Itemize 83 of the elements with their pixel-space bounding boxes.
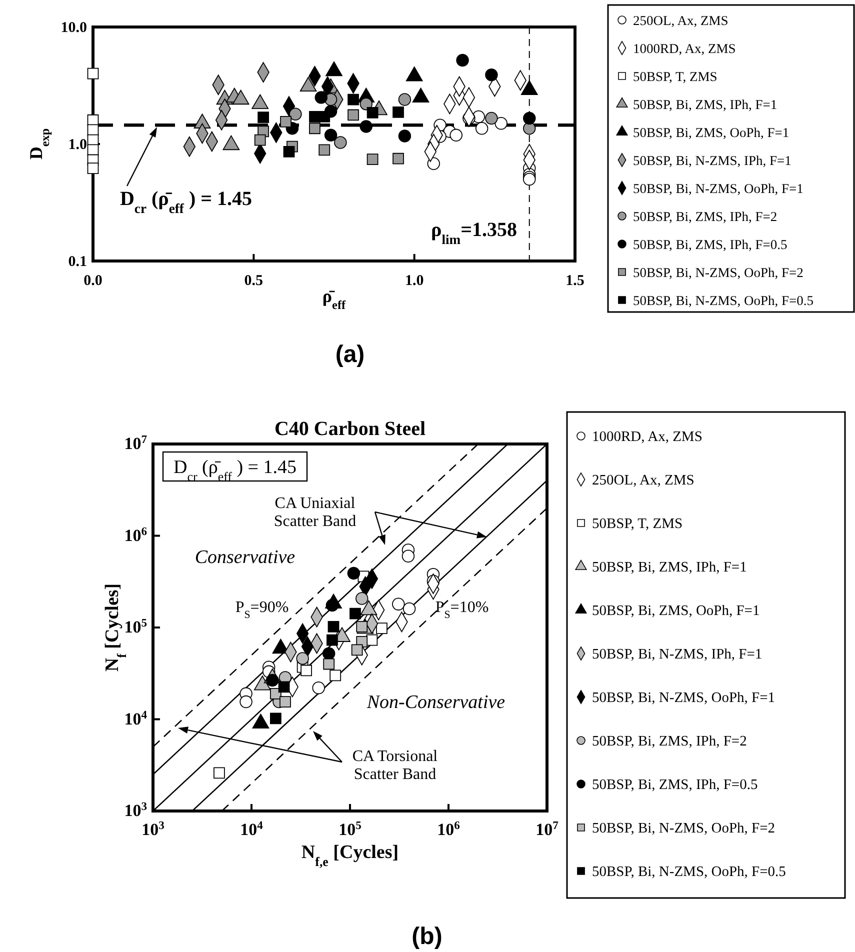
x-tick-label: 0.0 <box>84 273 102 289</box>
annotation: CA Uniaxial Scatter Band <box>274 495 356 530</box>
point <box>392 152 404 164</box>
point <box>456 54 469 67</box>
point <box>360 120 372 133</box>
x-tick-label: 10$^{4}$ <box>240 818 264 839</box>
point <box>258 112 269 124</box>
point <box>398 93 412 106</box>
point <box>475 122 488 135</box>
annotation: D$_{cr}$ (ρ̄$_{eff}$ ) = 1.45 <box>120 188 252 216</box>
point <box>485 112 498 125</box>
point <box>254 134 266 146</box>
point <box>494 117 508 130</box>
y-tick-label: 10$^{3}$ <box>124 800 148 820</box>
legend-label: 50BSP, Bi, ZMS, IPh, F=0.5 <box>592 777 758 793</box>
point <box>392 106 404 118</box>
text: (a) <box>335 341 365 368</box>
y-tick-label: 10$^{6}$ <box>124 524 148 545</box>
x-axis-title: N$_{f,e}$ [Cycles] <box>301 842 399 868</box>
point <box>334 136 347 149</box>
annotation: P$_{S}$=90% <box>235 599 289 621</box>
legend-label: 50BSP, T, ZMS <box>592 516 683 532</box>
point <box>283 146 295 158</box>
legend-label: 50BSP, Bi, ZMS, IPh, F=2 <box>633 209 778 224</box>
x-tick-label: 10$^{6}$ <box>437 818 460 839</box>
legend-label: 50BSP, Bi, N-ZMS, OoPh, F=2 <box>633 265 804 280</box>
legend-label: 50BSP, Bi, ZMS, IPh, F=1 <box>592 560 747 576</box>
y-tick-label: 10$^{7}$ <box>124 432 148 453</box>
point <box>348 109 359 121</box>
point <box>87 144 99 156</box>
ref-line-label: ρ$_{lim}$=1.358 <box>431 219 517 246</box>
legend-label: 50BSP, Bi, N-ZMS, OoPh, F=0.5 <box>633 293 814 308</box>
x-axis-title: ρ̄$_{eff}$ <box>322 286 347 312</box>
annotation: CA Torsional Scatter Band <box>352 748 438 783</box>
y-tick-label: 0.1 <box>68 254 87 270</box>
legend-label: 250OL, Ax, ZMS <box>592 472 694 488</box>
point <box>348 94 359 106</box>
legend-label: 50BSP, T, ZMS <box>633 69 718 84</box>
point <box>314 91 328 104</box>
y-tick-label: 10.0 <box>60 20 87 36</box>
legend-label: 50BSP, Bi, N-ZMS, IPh, F=1 <box>633 153 792 168</box>
legend-label: 50BSP, Bi, ZMS, IPh, F=1 <box>633 97 778 112</box>
x-tick-label: 0.5 <box>244 273 264 289</box>
chart-title: C40 Carbon Steel <box>274 418 426 440</box>
y-tick-label: 1.0 <box>68 137 87 153</box>
text: (b) <box>412 923 442 950</box>
point <box>318 144 330 156</box>
legend-label: 1000RD, Ax, ZMS <box>633 41 736 56</box>
legend-label: 50BSP, Bi, N-ZMS, OoPh, F=1 <box>592 690 776 706</box>
point <box>309 122 320 134</box>
y-tick-label: 10$^{4}$ <box>124 708 148 728</box>
annotation: Conservative <box>194 547 296 568</box>
x-tick-label: 1.5 <box>566 273 584 289</box>
point <box>398 130 412 142</box>
point <box>324 128 338 142</box>
point <box>366 154 378 165</box>
x-tick-label: 1.0 <box>404 273 424 289</box>
point <box>523 112 536 125</box>
x-tick-label: 10$^{5}$ <box>338 818 362 839</box>
legend-label: 50BSP, Bi, ZMS, OoPh, F=1 <box>592 603 760 619</box>
point <box>87 124 99 136</box>
point <box>450 128 462 142</box>
point <box>360 98 372 110</box>
point <box>280 116 292 128</box>
legend-label: 1000RD, Ax, ZMS <box>592 429 702 445</box>
point <box>87 68 99 80</box>
legend-label: 50BSP, Bi, N-ZMS, OoPh, F=1 <box>633 181 804 196</box>
point <box>427 157 440 170</box>
legend-label: 250OL, Ax, ZMS <box>633 13 728 28</box>
point <box>289 108 302 120</box>
x-tick-label: 10$^{7}$ <box>536 818 559 839</box>
x-tick-label: 10$^{3}$ <box>142 818 165 839</box>
legend-label: 50BSP, Bi, N-ZMS, OoPh, F=2 <box>592 820 776 836</box>
point <box>366 107 378 118</box>
legend-label: 50BSP, Bi, N-ZMS, IPh, F=1 <box>592 646 762 662</box>
point <box>318 111 330 122</box>
legend-label: 50BSP, Bi, ZMS, IPh, F=0.5 <box>633 237 788 252</box>
point <box>87 162 99 174</box>
legend-label: 50BSP, Bi, ZMS, OoPh, F=1 <box>633 125 790 140</box>
legend-label: 50BSP, Bi, ZMS, IPh, F=2 <box>592 734 747 750</box>
legend-label: 50BSP, Bi, N-ZMS, OoPh, F=0.5 <box>592 864 786 880</box>
point <box>485 68 498 82</box>
annotation: Non-Conservative <box>366 692 506 713</box>
